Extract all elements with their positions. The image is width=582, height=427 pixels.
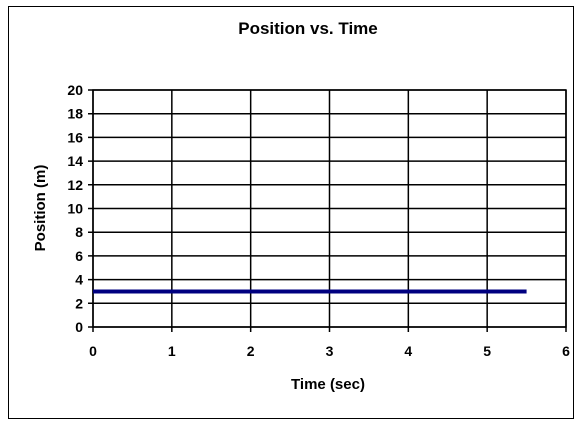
y-tick-label: 0 bbox=[75, 319, 83, 335]
y-tick-label: 6 bbox=[75, 248, 83, 264]
y-tick-label: 10 bbox=[67, 201, 83, 217]
grid bbox=[88, 89, 567, 332]
x-tick-label: 2 bbox=[247, 343, 255, 359]
x-tick-label: 5 bbox=[483, 343, 491, 359]
y-tick-label: 18 bbox=[67, 106, 83, 122]
x-tick-label: 3 bbox=[326, 343, 334, 359]
x-tick-label: 1 bbox=[168, 343, 176, 359]
chart-frame bbox=[8, 6, 574, 419]
y-axis-label: Position (m) bbox=[32, 165, 49, 252]
y-tick-label: 8 bbox=[75, 224, 83, 240]
y-tick-label: 16 bbox=[67, 129, 83, 145]
x-tick-label: 6 bbox=[562, 343, 570, 359]
y-tick-label: 12 bbox=[67, 177, 83, 193]
x-tick-labels: 0 1 2 3 4 5 6 bbox=[89, 343, 570, 359]
y-tick-label: 20 bbox=[67, 82, 83, 98]
chart-title: Position vs. Time bbox=[238, 19, 378, 38]
x-tick-label: 0 bbox=[89, 343, 97, 359]
x-tick-label: 4 bbox=[404, 343, 412, 359]
x-axis-label: Time (sec) bbox=[291, 376, 365, 393]
y-tick-label: 4 bbox=[75, 272, 83, 288]
plot-border bbox=[92, 89, 567, 328]
y-tick-label: 2 bbox=[75, 295, 83, 311]
y-tick-label: 14 bbox=[67, 153, 83, 169]
y-tick-labels: 0 2 4 6 8 10 12 14 16 18 20 bbox=[67, 82, 83, 335]
